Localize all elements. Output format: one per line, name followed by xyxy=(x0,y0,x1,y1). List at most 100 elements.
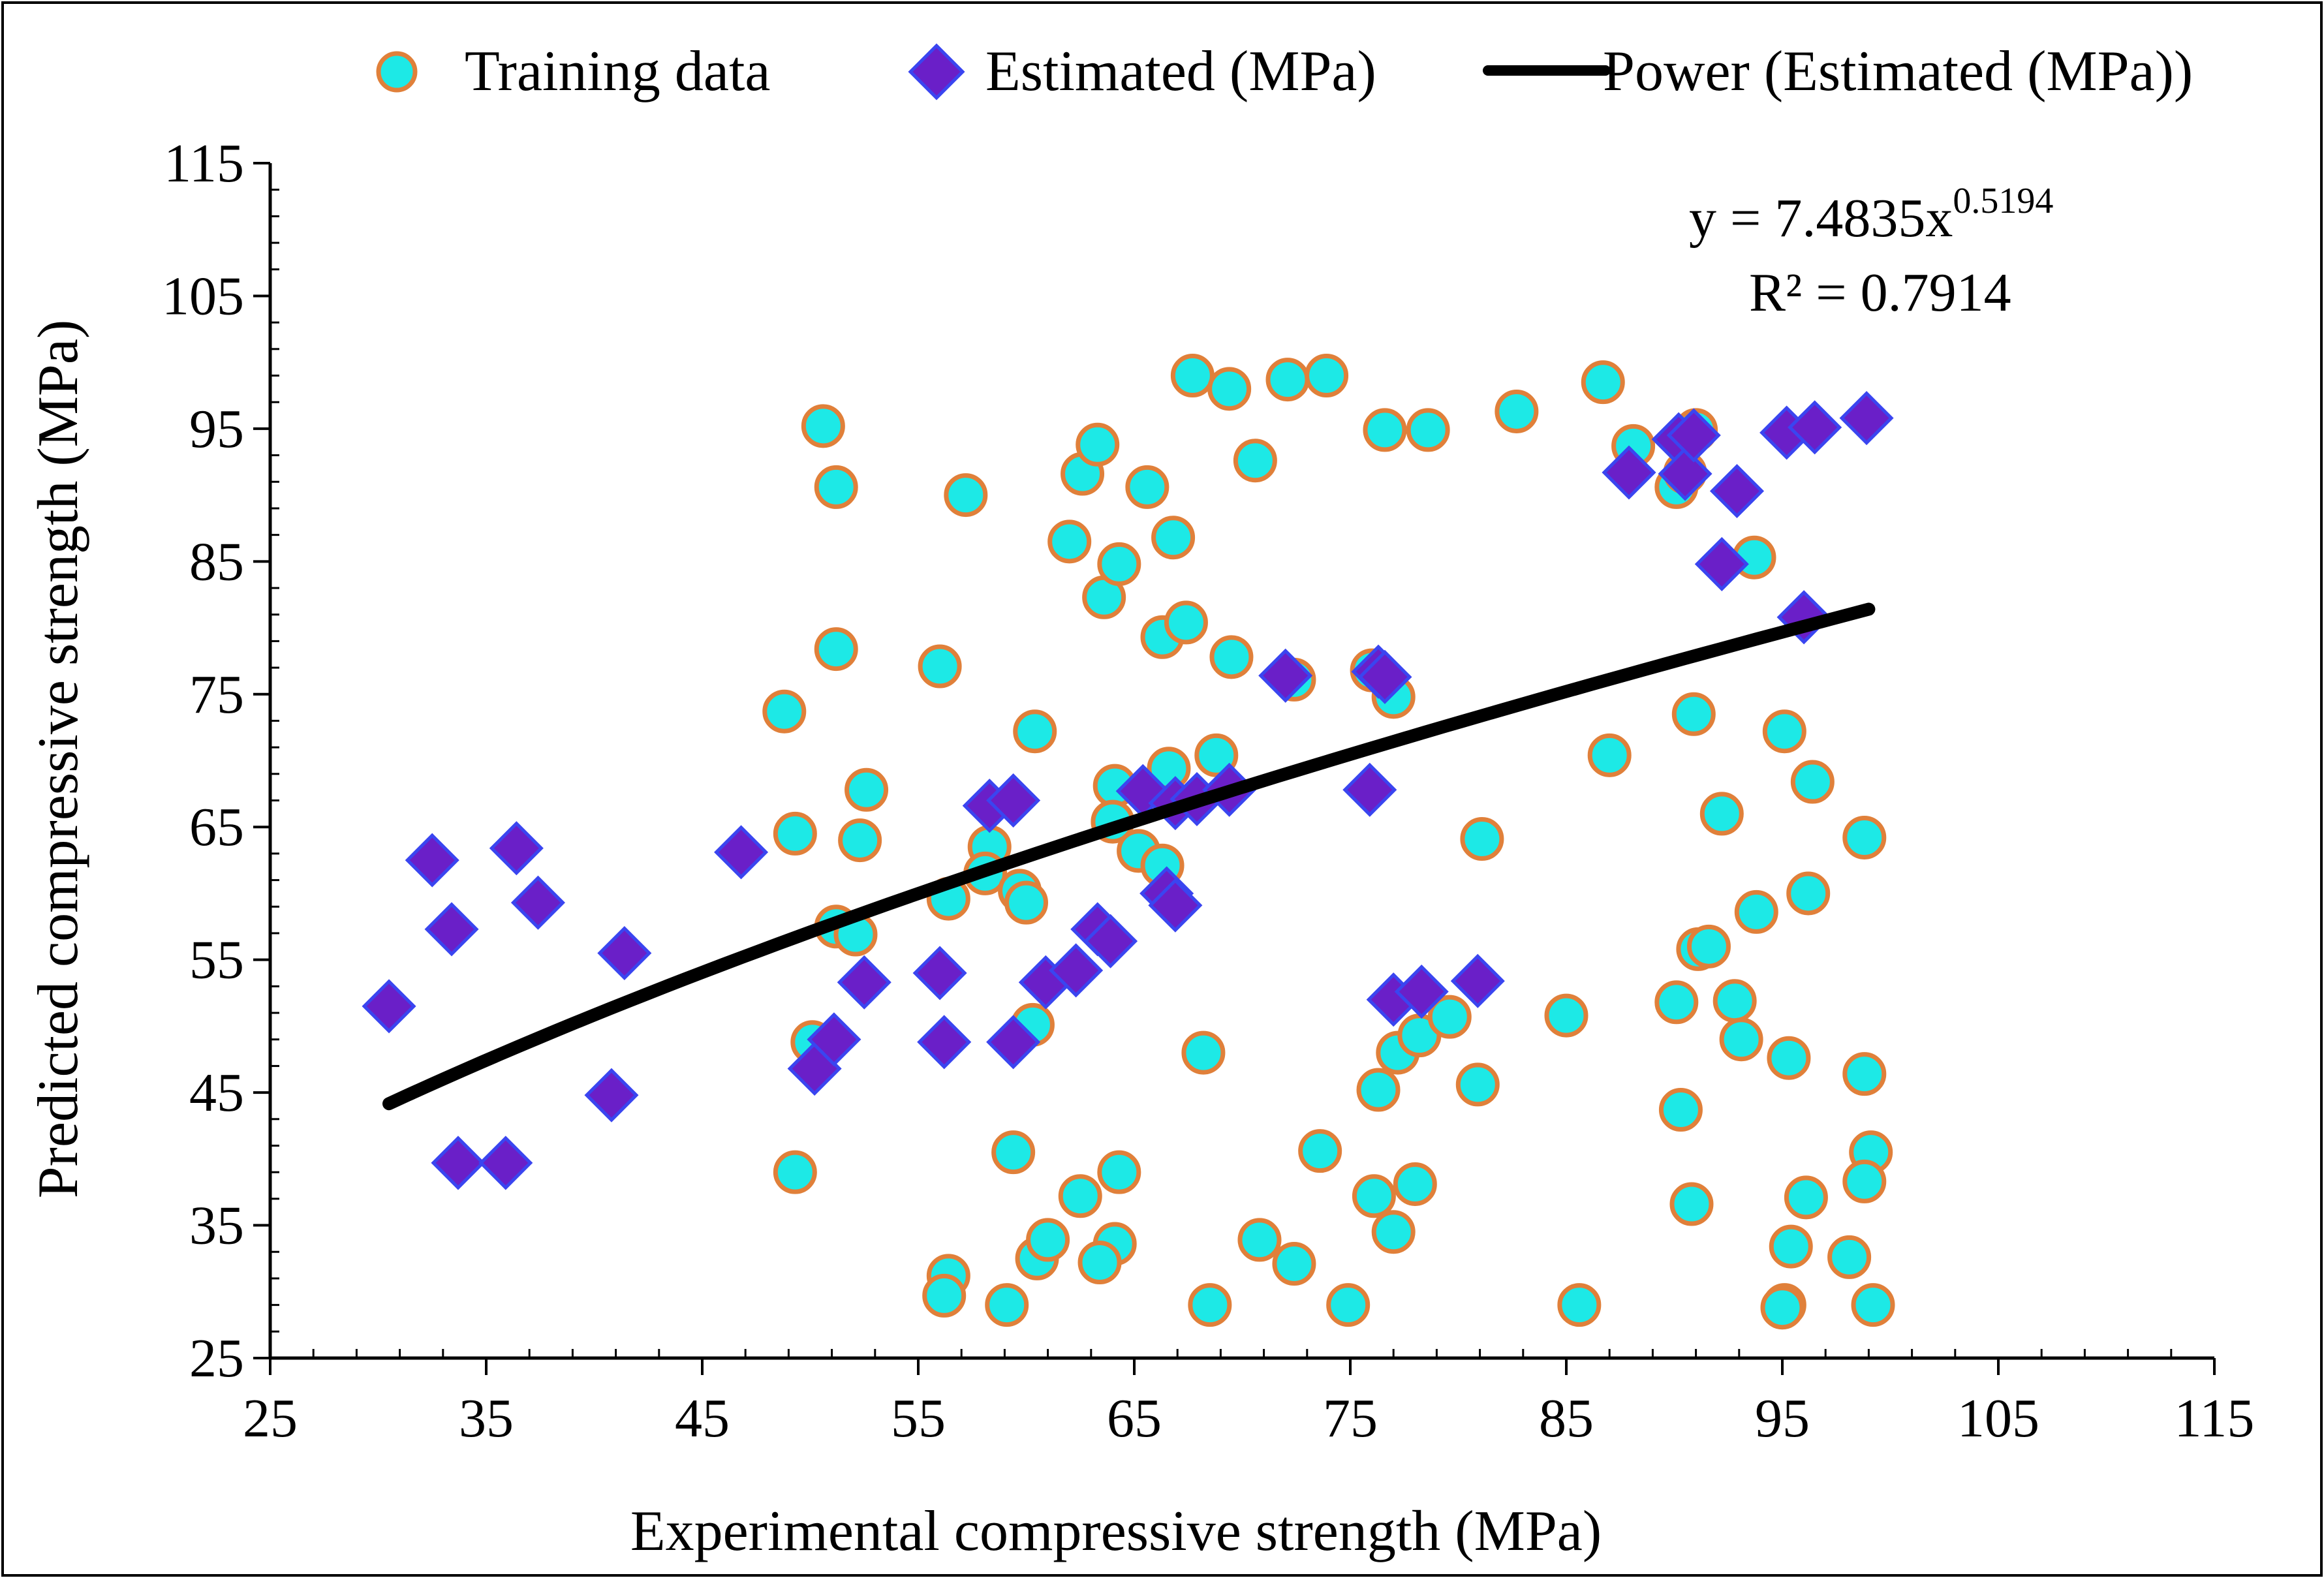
equation-main: y = 7.4835x xyxy=(1689,188,1953,249)
y-tick-label: 65 xyxy=(189,797,244,858)
training-point xyxy=(762,689,807,734)
estimated-point xyxy=(1342,762,1397,817)
training-point xyxy=(1658,1088,1703,1132)
training-point xyxy=(1827,1235,1872,1279)
y-tick-label: 95 xyxy=(189,399,244,459)
estimated-point xyxy=(986,1015,1041,1070)
training-point xyxy=(922,1273,967,1318)
training-point xyxy=(1762,709,1806,754)
y-tick-label: 85 xyxy=(189,531,244,592)
training-point xyxy=(1004,880,1048,925)
training-point xyxy=(1209,635,1254,679)
estimated-point xyxy=(986,773,1041,828)
training-point xyxy=(1669,1182,1714,1226)
training-point xyxy=(1760,1286,1805,1330)
y-tick-label: 115 xyxy=(164,133,244,194)
training-point xyxy=(1719,1017,1763,1062)
y-tick-label: 35 xyxy=(189,1196,244,1256)
training-point xyxy=(1393,1162,1437,1206)
training-point xyxy=(1460,817,1504,861)
training-point xyxy=(1352,1174,1396,1218)
training-point xyxy=(1097,1150,1141,1194)
estimated-point xyxy=(405,833,459,888)
estimated-point xyxy=(1394,964,1449,1019)
training-point xyxy=(838,818,882,863)
estimated-point xyxy=(362,979,416,1034)
training-point xyxy=(1654,980,1699,1025)
x-axis-title: Experimental compressive strength (MPa) xyxy=(630,1500,1602,1563)
x-tick-label: 55 xyxy=(891,1388,946,1449)
training-point xyxy=(1769,1224,1813,1269)
equation-annotation: y = 7.4835x0.5194 R² = 0.7914 xyxy=(1689,181,2053,323)
training-point xyxy=(814,465,858,509)
y-tick-label: 55 xyxy=(189,930,244,991)
legend-training-marker xyxy=(376,51,418,93)
estimated-point xyxy=(1148,878,1203,933)
estimated-point xyxy=(424,902,479,957)
legend-trendline-label: Power (Estimated (MPa)) xyxy=(1603,40,2193,103)
training-point xyxy=(1767,1036,1811,1080)
power-trendline xyxy=(382,602,1876,1111)
training-point xyxy=(1842,1052,1887,1096)
training-point xyxy=(1587,733,1632,777)
training-point xyxy=(944,473,988,518)
estimated-point xyxy=(1694,536,1749,591)
estimated-point xyxy=(1450,953,1505,1008)
estimated-point xyxy=(807,1012,861,1067)
training-point xyxy=(1406,408,1450,452)
training-point xyxy=(1076,422,1120,467)
training-point xyxy=(773,1150,817,1194)
x-tick-label: 35 xyxy=(459,1388,514,1449)
y-tick-label: 75 xyxy=(189,664,244,725)
training-point xyxy=(1842,1159,1887,1203)
training-point xyxy=(1077,1241,1122,1285)
x-tick-label: 95 xyxy=(1755,1388,1810,1449)
training-point xyxy=(1784,1175,1828,1220)
training-point xyxy=(1207,367,1252,411)
training-point xyxy=(918,644,962,688)
estimated-point xyxy=(597,925,652,981)
training-point xyxy=(1125,465,1170,509)
training-point xyxy=(991,1130,1036,1175)
estimated-point xyxy=(1658,446,1712,501)
estimated-point xyxy=(510,875,565,930)
training-point xyxy=(1699,792,1744,836)
estimated-point xyxy=(1788,400,1842,455)
training-point xyxy=(1181,1030,1226,1075)
x-tick-label: 105 xyxy=(1957,1388,2039,1449)
training-point xyxy=(801,404,845,448)
training-point xyxy=(1790,760,1835,804)
training-point xyxy=(1842,815,1887,859)
estimated-point xyxy=(1839,391,1894,446)
estimated-point xyxy=(1666,408,1721,463)
x-tick-label: 75 xyxy=(1323,1388,1378,1449)
training-point xyxy=(1712,979,1757,1023)
training-point xyxy=(1544,993,1588,1038)
training-point xyxy=(1786,871,1831,916)
ticks xyxy=(253,162,2216,1375)
estimated-point xyxy=(584,1068,639,1122)
legend-training-label: Training data xyxy=(465,40,771,103)
training-point xyxy=(1194,733,1239,777)
y-tick-label: 45 xyxy=(189,1062,244,1123)
estimated-series xyxy=(362,391,1894,1190)
training-point xyxy=(1265,358,1310,402)
training-point xyxy=(1371,1210,1416,1254)
training-point xyxy=(1298,1129,1342,1173)
training-point xyxy=(1058,1174,1102,1218)
legend-estimated-marker xyxy=(908,43,965,101)
training-point xyxy=(1851,1283,1895,1327)
estimated-point xyxy=(1049,943,1104,998)
training-point xyxy=(1671,692,1716,736)
training-point xyxy=(1047,519,1092,564)
training-point xyxy=(1188,1283,1232,1327)
training-point xyxy=(1233,439,1277,483)
training-point xyxy=(1170,354,1215,398)
training-point xyxy=(1581,360,1625,405)
training-point xyxy=(985,1283,1029,1327)
training-point xyxy=(773,811,817,856)
tick-labels: 25 35 45 55 65 75 85 95 105 115 25 35 45 55 65 75 85 95 10… xyxy=(162,133,2254,1449)
training-point xyxy=(1427,995,1472,1039)
training-point xyxy=(1356,1068,1401,1112)
